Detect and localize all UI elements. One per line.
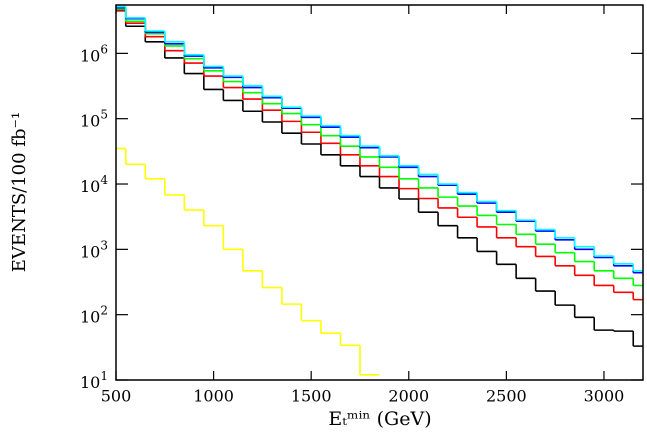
series bbox=[116, 5, 643, 272]
x-tick-label: 500 bbox=[101, 387, 132, 406]
y-axis-label: EVENTS/100 fb⁻¹ bbox=[9, 112, 30, 272]
y-tick-label: 102 bbox=[80, 303, 108, 326]
y-tick-label: 103 bbox=[80, 238, 108, 261]
y-tick-label: 106 bbox=[80, 42, 108, 65]
x-axis-label: Eₜᵐⁱⁿ (GeV) bbox=[328, 408, 431, 430]
plot-area bbox=[116, 5, 643, 376]
y-tick-label: 104 bbox=[80, 173, 108, 196]
x-tick-label: 2500 bbox=[486, 387, 527, 406]
series bbox=[116, 9, 643, 301]
y-tick-label: 101 bbox=[80, 369, 108, 392]
series bbox=[116, 147, 380, 376]
series bbox=[116, 9, 643, 347]
x-tick-label: 1500 bbox=[291, 387, 332, 406]
y-tick-label: 105 bbox=[80, 107, 108, 130]
plot-frame bbox=[115, 4, 644, 381]
x-tick-label: 3000 bbox=[584, 387, 625, 406]
series bbox=[116, 6, 643, 274]
x-tick-label: 2000 bbox=[388, 387, 429, 406]
x-tick-label: 1000 bbox=[193, 387, 234, 406]
